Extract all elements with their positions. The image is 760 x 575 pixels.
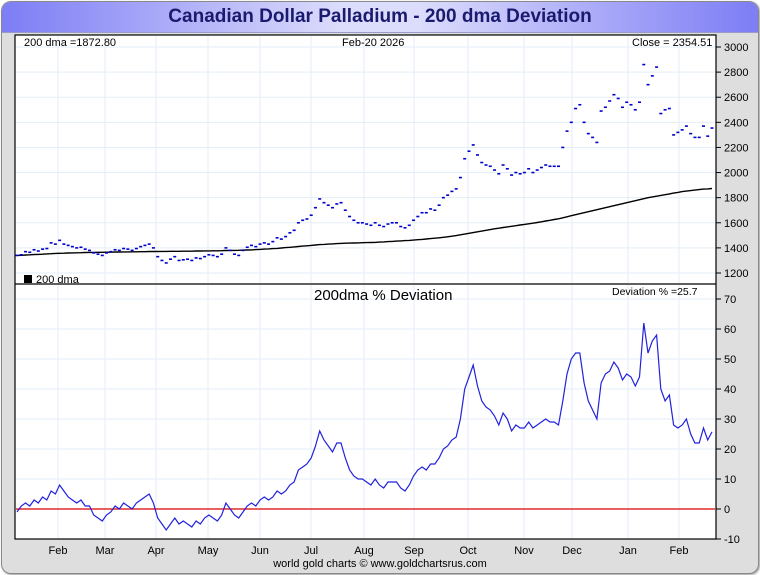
deviation-line-group — [16, 322, 713, 532]
x-tick-label: Nov — [514, 545, 534, 557]
x-tick-label: Aug — [354, 545, 374, 557]
deviation-line — [16, 322, 713, 532]
upper-y-tick-label: 1800 — [724, 193, 748, 205]
lower-panel-title: 200dma % Deviation — [314, 287, 452, 304]
upper-y-tick-label: 2600 — [724, 92, 748, 104]
upper-y-tick-label: 3000 — [724, 42, 748, 54]
lower-y-axis: -10 0 10 20 30 40 50 60 70 — [716, 294, 740, 546]
x-tick-label: Feb — [49, 545, 68, 557]
upper-grid — [16, 36, 715, 283]
title-bar: Canadian Dollar Palladium - 200 dma Devi… — [2, 2, 758, 33]
x-tick-label: Feb — [670, 545, 689, 557]
dma-line — [16, 187, 713, 257]
x-tick-label: Apr — [147, 545, 164, 557]
lower-y-tick-label: 40 — [724, 384, 736, 396]
plot-border — [14, 34, 717, 540]
upper-y-tick-label: 2400 — [724, 117, 748, 129]
date-readout: Feb-20 2026 — [342, 37, 404, 49]
price-points-group — [15, 63, 714, 264]
x-tick-label: Jan — [619, 545, 637, 557]
lower-y-tick-label: 60 — [724, 324, 736, 336]
upper-y-tick-label: 2800 — [724, 67, 748, 79]
lower-y-tick-label: 10 — [724, 474, 736, 486]
credit-text: world gold charts © www.goldchartsrus.co… — [273, 558, 487, 570]
legend-label: 200 dma — [36, 274, 80, 286]
upper-y-axis: 1200 1400 1600 1800 2000 2200 2400 2600 2800 3000 — [716, 42, 748, 280]
dma-line-group — [16, 187, 713, 257]
legend-swatch — [24, 275, 32, 283]
upper-y-tick-label: 2000 — [724, 168, 748, 180]
lower-y-tick-label: 50 — [724, 354, 736, 366]
close-readout: Close = 2354.51 — [632, 37, 712, 49]
chart-title: Canadian Dollar Palladium - 200 dma Devi… — [168, 6, 592, 27]
lower-y-tick-label: -10 — [724, 534, 740, 546]
x-axis-labels: Feb Mar Apr May Jun Jul Aug Sep Oct Nov Dec Jan Feb — [49, 545, 689, 557]
upper-y-tick-label: 2200 — [724, 142, 748, 154]
upper-y-tick-label: 1200 — [724, 268, 748, 280]
x-tick-label: Jun — [251, 545, 269, 557]
deviation-readout: Deviation % =25.7 — [612, 286, 698, 298]
lower-y-tick-label: 30 — [724, 414, 736, 426]
lower-plot-area — [15, 284, 716, 539]
lower-y-tick-label: 20 — [724, 444, 736, 456]
x-tick-label: May — [198, 545, 219, 557]
upper-y-tick-label: 1600 — [724, 218, 748, 230]
lower-y-tick-label: 0 — [724, 504, 730, 516]
dma-readout: 200 dma =1872.80 — [24, 37, 116, 49]
x-tick-label: Dec — [562, 545, 582, 557]
x-tick-label: Oct — [459, 545, 476, 557]
x-tick-label: Sep — [404, 545, 424, 557]
upper-y-tick-label: 1400 — [724, 243, 748, 255]
x-tick-label: Mar — [96, 545, 115, 557]
lower-y-tick-label: 70 — [724, 294, 736, 306]
x-tick-label: Jul — [304, 545, 318, 557]
